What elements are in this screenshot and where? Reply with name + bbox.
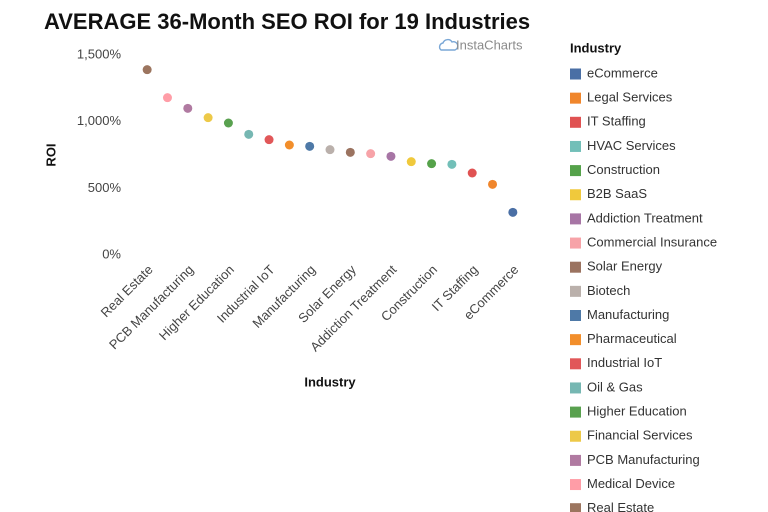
point [366, 149, 376, 159]
y-tick-label: 1,000% [77, 113, 122, 128]
legend-label: Addiction Treatment [587, 210, 703, 225]
point [162, 93, 172, 103]
x-axis-title: Industry [304, 374, 356, 389]
legend-label: Real Estate [587, 500, 654, 512]
legend-label: PCB Manufacturing [587, 452, 700, 467]
legend-label: Oil & Gas [587, 379, 643, 394]
legend-label: IT Staffing [587, 114, 646, 129]
point [305, 141, 315, 151]
y-tick-label: 1,500% [77, 46, 122, 61]
legend-label: Financial Services [587, 428, 693, 443]
point [467, 168, 477, 178]
legend-swatch [570, 382, 581, 394]
legend-label: Pharmaceutical [587, 331, 677, 346]
legend-label: Manufacturing [587, 307, 669, 322]
point [264, 135, 274, 145]
legend-swatch [570, 140, 581, 152]
point [223, 118, 233, 128]
legend-swatch [570, 406, 581, 418]
legend-swatch [570, 237, 581, 249]
y-tick-label: 0% [102, 246, 121, 261]
legend-swatch [570, 454, 581, 466]
legend-swatch [570, 310, 581, 321]
chart-title: AVERAGE 36-Month SEO ROI for 19 Industri… [44, 9, 530, 34]
legend-swatch [570, 479, 581, 491]
legend-swatch [570, 92, 581, 104]
legend-swatch [570, 213, 581, 225]
legend-label: eCommerce [587, 65, 658, 80]
legend-label: Commercial Insurance [587, 234, 717, 249]
legend-swatch [570, 165, 581, 177]
legend-swatch [570, 68, 581, 80]
point [142, 65, 152, 75]
legend-label: Industrial IoT [587, 355, 662, 370]
point [427, 159, 437, 169]
legend-swatch [570, 430, 581, 442]
x-tick-label: Higher Education [156, 262, 237, 343]
legend-label: Legal Services [587, 90, 673, 105]
legend-label: Medical Device [587, 476, 675, 491]
point [183, 103, 193, 113]
y-tick-label: 500% [88, 180, 122, 195]
watermark-icon [438, 38, 459, 51]
legend-label: Biotech [587, 283, 630, 298]
point [325, 145, 335, 155]
legend-swatch [570, 503, 581, 512]
legend-swatch [570, 189, 581, 201]
legend-label: HVAC Services [587, 138, 676, 153]
point [447, 159, 457, 169]
point [345, 147, 355, 157]
legend-label: Higher Education [587, 404, 687, 419]
point [508, 207, 518, 217]
legend-swatch [570, 334, 581, 346]
legend-label: B2B SaaS [587, 186, 647, 201]
point [386, 151, 396, 161]
legend-swatch [570, 358, 581, 370]
legend-swatch [570, 261, 581, 273]
legend-title: Industry [570, 40, 622, 55]
legend-label: Construction [587, 162, 660, 177]
point [406, 157, 416, 167]
point [244, 129, 254, 139]
point [203, 113, 213, 123]
point [284, 140, 294, 150]
legend-swatch [570, 285, 581, 297]
watermark: InstaCharts [456, 37, 523, 52]
legend-label: Solar Energy [587, 259, 663, 274]
y-axis-title: ROI [43, 143, 58, 166]
legend-swatch [570, 116, 581, 128]
point [488, 179, 498, 189]
